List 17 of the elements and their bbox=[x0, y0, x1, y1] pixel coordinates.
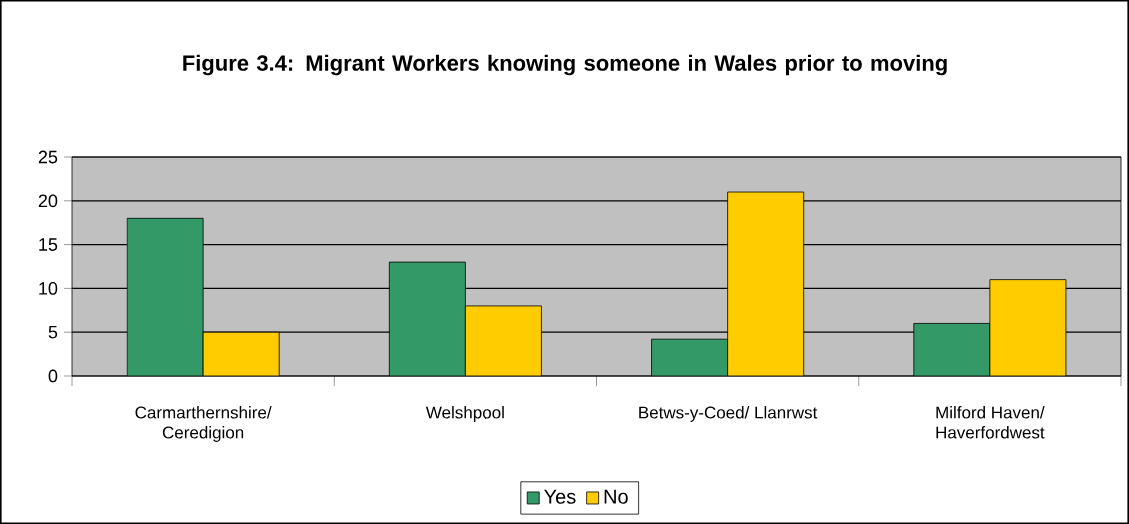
bar bbox=[989, 279, 1067, 376]
bar bbox=[464, 305, 542, 376]
legend-label: Yes bbox=[544, 489, 576, 504]
y-tick-label: 25 bbox=[38, 150, 58, 164]
legend-label: No bbox=[604, 489, 628, 504]
y-tick-label: 0 bbox=[48, 369, 58, 383]
y-tick-label: 20 bbox=[38, 194, 58, 208]
x-tick-label: Carmarthernshire/ Ceredigion bbox=[135, 406, 272, 442]
x-tick-label: Milford Haven/ Haverfordwest bbox=[936, 406, 1045, 439]
y-tick-label: 15 bbox=[39, 238, 58, 251]
chart-title: Figure 3.4: Migrant Workers knowing someone in Wales prior to moving bbox=[183, 54, 947, 76]
x-tick-label: Welshpool bbox=[425, 406, 504, 422]
x-tick-label: Betws-y-Coed/ Llanrwst bbox=[639, 406, 818, 422]
bar bbox=[727, 191, 805, 376]
bar bbox=[202, 331, 280, 376]
y-tick-label: 5 bbox=[48, 325, 58, 339]
y-tick-label: 10 bbox=[39, 282, 58, 295]
